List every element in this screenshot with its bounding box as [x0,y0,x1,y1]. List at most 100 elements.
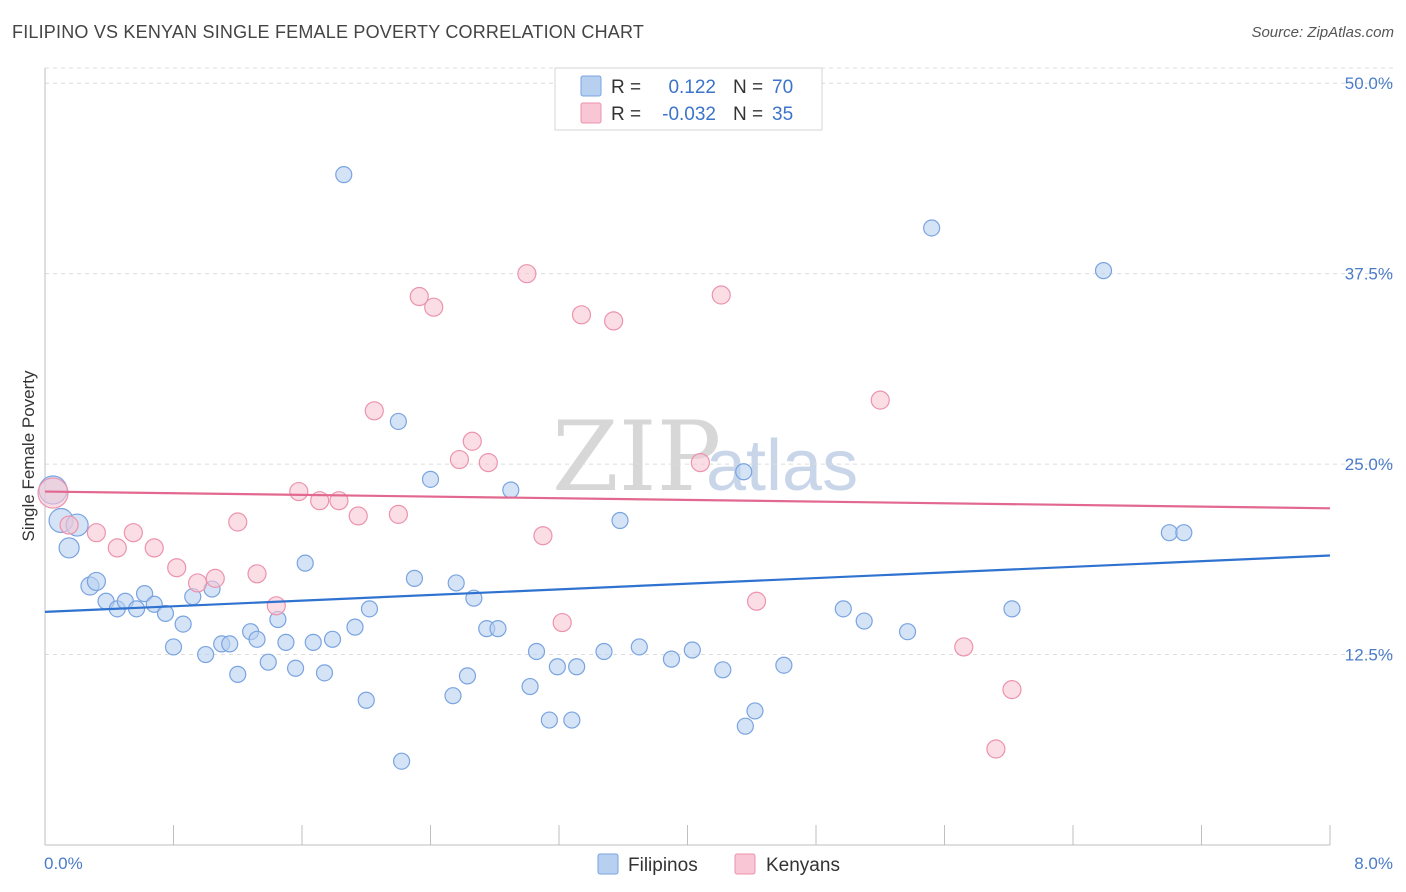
filipinos-point-31 [335,166,353,184]
legend-swatch-kenyans [580,102,602,124]
kenyans-point-15 [348,506,368,526]
filipinos-point-57 [714,661,732,679]
trend-lines [44,490,1331,613]
source-label: Source: ZipAtlas.com [1251,24,1394,41]
series-kenyans [37,264,1022,759]
y-tick-label-3: 50.0% [1345,74,1393,93]
bottom-legend: Filipinos Kenyans [597,853,840,876]
filipinos-point-30 [323,630,342,648]
filipinos-point-32 [346,618,364,636]
filipinos-point-41 [458,667,477,685]
legend-r-label-filipinos: R = [611,77,641,98]
filipinos-point-36 [392,752,411,770]
trend-line-filipinos [44,554,1331,613]
kenyans-point-9 [228,512,248,532]
kenyans-point-28 [690,452,710,473]
kenyans-point-2 [86,523,107,543]
filipinos-point-68 [1160,524,1178,542]
filipinos-point-12 [156,604,175,623]
kenyans-point-10 [247,564,267,584]
kenyans-point-27 [604,311,624,331]
y-axis-title: Single Female Poverty [19,370,38,542]
kenyans-point-23 [517,264,537,284]
legend-n-label-filipinos: N = [733,77,763,98]
filipinos-point-10 [135,585,154,603]
kenyans-point-30 [746,591,767,611]
x-tick-label-max: 8.0% [1354,854,1393,873]
bottom-legend-label-filipinos: Filipinos [628,855,698,876]
kenyans-point-17 [388,504,408,524]
filipinos-point-64 [898,623,917,641]
y-tick-labels: 12.5% 25.0% 37.5% 50.0% [1345,74,1393,664]
filipinos-point-69 [1175,524,1193,542]
chart-title: FILIPINO VS KENYAN SINGLE FEMALE POVERTY… [12,22,645,42]
filipinos-point-53 [611,511,629,530]
bottom-legend-swatch-kenyans [734,853,756,875]
filipinos-point-3 [58,537,80,559]
filipinos-point-60 [746,702,764,720]
bottom-legend-label-kenyans: Kenyans [766,855,840,876]
legend-n-value-kenyans: 35 [772,104,793,125]
filipinos-point-26 [286,659,305,677]
filipinos-point-46 [521,677,539,696]
filipinos-point-47 [527,642,546,661]
y-tick-label-1: 25.0% [1345,455,1393,474]
filipinos-point-54 [630,638,648,656]
kenyans-point-26 [571,305,592,325]
filipinos-point-33 [357,691,375,709]
filipinos-point-44 [489,620,507,638]
filipinos-point-66 [1003,600,1021,618]
filipinos-point-27 [296,554,314,572]
kenyans-point-32 [954,637,974,657]
kenyans-point-6 [167,558,187,578]
filipinos-point-45 [502,481,520,499]
filipinos-point-14 [174,615,192,633]
legend-r-label-kenyans: R = [611,104,641,125]
kenyans-point-0 [37,477,69,509]
kenyans-point-16 [364,401,384,421]
kenyans-point-1 [59,515,79,535]
filipinos-point-29 [315,664,334,682]
filipinos-point-38 [421,470,440,488]
filipinos-point-59 [736,717,754,735]
kenyans-point-24 [533,526,553,546]
filipinos-point-23 [259,653,277,671]
filipinos-point-49 [548,658,566,676]
kenyans-point-4 [123,523,143,543]
kenyans-point-21 [462,431,482,451]
filipinos-point-61 [775,656,793,674]
kenyans-point-8 [205,568,225,588]
x-tick-marks [44,825,1331,845]
filipinos-point-16 [197,645,215,664]
filipinos-point-34 [360,600,379,618]
legend-swatch-filipinos [580,75,602,97]
kenyans-point-7 [187,573,208,593]
filipinos-point-25 [277,633,295,651]
kenyans-point-31 [870,390,890,410]
watermark-atlas: atlas [706,426,858,506]
legend-n-label-kenyans: N = [733,104,763,125]
filipinos-point-22 [248,630,266,648]
legend-r-value-filipinos: 0.122 [668,77,716,98]
filipinos-point-55 [662,650,681,668]
filipinos-point-28 [304,633,322,651]
filipinos-point-37 [405,569,424,587]
filipinos-point-63 [855,612,873,630]
kenyans-point-12 [289,481,309,502]
kenyans-point-34 [986,739,1006,759]
filipinos-point-58 [735,463,753,481]
kenyans-point-5 [144,538,164,558]
filipinos-point-56 [683,641,701,659]
kenyans-point-25 [552,612,572,633]
filipinos-point-5 [86,571,107,592]
filipinos-point-62 [834,600,852,618]
trend-line-kenyans [44,490,1331,510]
legend-r-value-kenyans: -0.032 [662,104,716,125]
filipinos-point-67 [1094,262,1113,280]
filipinos-point-39 [444,687,462,705]
x-tick-label-min: 0.0% [44,854,83,873]
filipinos-point-20 [229,665,247,683]
filipinos-point-65 [923,219,941,237]
gridlines [45,67,1395,656]
